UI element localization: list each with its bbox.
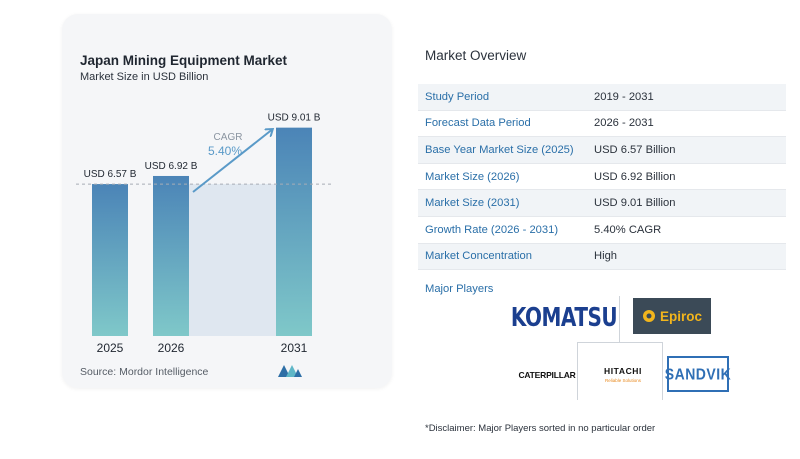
data-label: USD 9.01 B [268, 113, 321, 124]
overview-row-label: Market Size (2026) [425, 170, 520, 183]
data-label: USD 6.92 B [145, 161, 198, 172]
overview-row-value: 5.40% CAGR [594, 223, 662, 236]
overview-row: Market Size (2026) USD 6.92 Billion [418, 164, 786, 191]
market-overview-table: Study Period 2019 - 2031 Forecast Data Per… [418, 84, 786, 271]
overview-row-value: 2026 - 2031 [594, 117, 654, 130]
category-label: 2031 [281, 341, 308, 355]
source-text: Source: Mordor Intelligence [80, 366, 209, 378]
overview-row: Growth Rate (2026 - 2031) 5.40% CAGR [418, 217, 786, 244]
overview-row-label: Base Year Market Size (2025) [425, 143, 574, 156]
overview-row-value: USD 9.01 Billion [594, 197, 676, 210]
cagr-value: 5.40% [208, 144, 242, 158]
logo-divider [577, 342, 578, 400]
overview-row-value: High [594, 250, 618, 263]
bar-chart: USD 6.57 B USD 6.92 B USD 9.01 B 2025 2026 20… [76, 113, 332, 355]
cagr-arrow [192, 130, 272, 193]
bar-2031 [276, 127, 312, 336]
overview-row-value: 2019 - 2031 [594, 90, 654, 103]
overview-row-label: Study Period [425, 90, 490, 103]
disclaimer-text: *Disclaimer: Major Players sorted in no … [425, 423, 656, 434]
logo-divider [619, 296, 620, 342]
overview-row-label: Market Concentration [425, 250, 532, 263]
logo-divider [662, 342, 663, 400]
overview-row-label: Growth Rate (2026 - 2031) [425, 223, 559, 236]
category-label: 2025 [97, 341, 124, 355]
overview-row: Forecast Data Period 2026 - 2031 [418, 111, 786, 138]
komatsu-logo: KOMATSU [510, 301, 618, 333]
cagr-label: CAGR [214, 132, 243, 143]
chart-subtitle: Market Size in USD Billion [80, 71, 209, 83]
overview-row-label: Forecast Data Period [425, 117, 531, 130]
overview-row: Study Period 2019 - 2031 [418, 84, 786, 111]
overview-row: Market Size (2031) USD 9.01 Billion [418, 190, 786, 217]
logo-divider [577, 342, 663, 343]
bar-2025 [92, 184, 128, 336]
mordor-intelligence-logo-icon [278, 365, 302, 377]
chart-title: Japan Mining Equipment Market [80, 53, 288, 68]
overview-row-value: USD 6.92 Billion [594, 170, 676, 183]
bar-2026 [153, 175, 189, 336]
market-overview-title: Market Overview [425, 48, 527, 63]
category-label: 2026 [158, 341, 185, 355]
caterpillar-logo: CATERPILLAR [518, 370, 576, 380]
epiroc-mark-icon [642, 310, 655, 322]
major-players-label: Major Players [425, 283, 494, 295]
overview-row-value: USD 6.57 Billion [594, 143, 676, 156]
epiroc-logo: Epiroc [633, 298, 711, 334]
data-label: USD 6.57 B [84, 169, 137, 180]
hitachi-logo: HITACHI Reliable Solutions [603, 365, 643, 383]
overview-row: Market Concentration High [418, 243, 786, 271]
overview-row-label: Market Size (2031) [425, 197, 520, 210]
sandvik-logo: SANDVIK [665, 356, 731, 392]
projection-area [189, 184, 276, 336]
overview-row: Base Year Market Size (2025) USD 6.57 Bil… [418, 137, 786, 164]
